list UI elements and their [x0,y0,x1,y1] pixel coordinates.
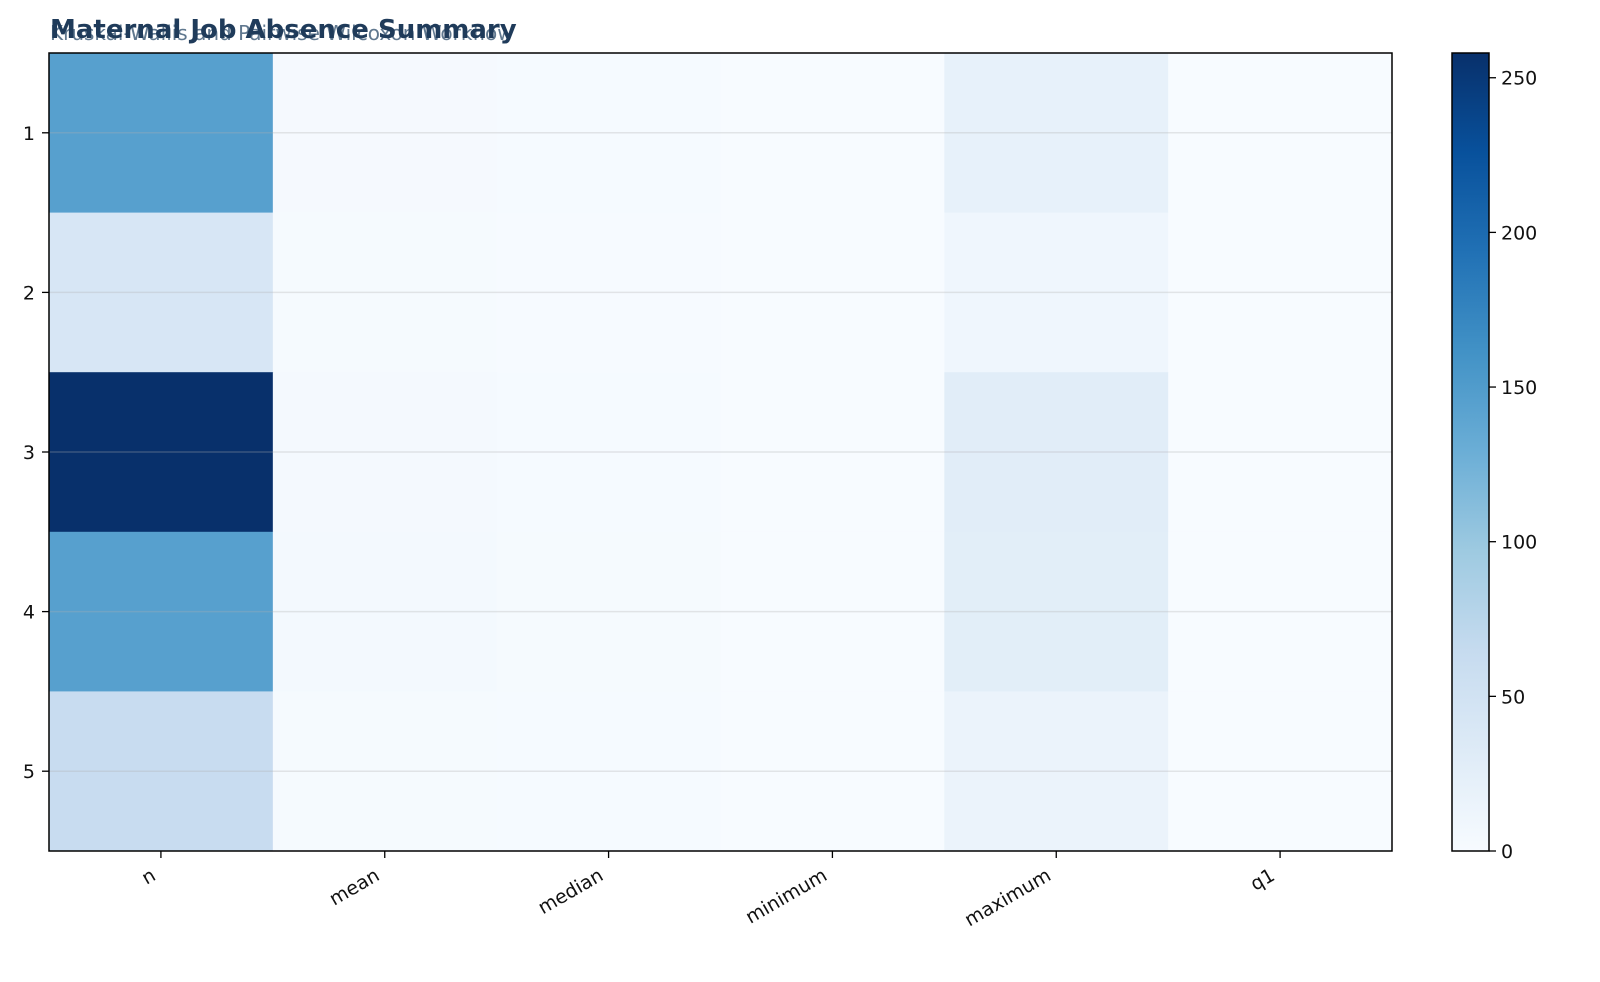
y-tick-label: 2 [23,282,35,304]
heatmap-cell [272,691,498,852]
heatmap-cell [272,212,498,373]
heatmap-cell [1168,53,1393,214]
heatmap-cell [49,212,274,373]
colorbar-axis: 0 50 100 150 200 250 [1489,68,1537,863]
heatmap-cell [1168,372,1393,533]
heatmap-cell [49,372,274,533]
heatmap-cell [944,372,1169,533]
y-tick-label: 5 [23,761,35,783]
heatmap-cell [272,372,498,533]
x-tick-label: mean [326,864,384,910]
x-tick-label: n [138,864,159,889]
colorbar-tick-label: 200 [1501,222,1537,244]
heatmap-cell [720,372,945,533]
y-tick-label: 3 [23,442,35,464]
heatmap-cell [720,212,945,373]
heatmap-cell [1168,531,1393,692]
heatmap-cell [49,531,274,692]
heatmap-cell [720,531,945,692]
heatmap-cell [49,691,274,852]
colorbar-tick-label: 100 [1501,532,1537,554]
heatmap-cell [944,691,1169,852]
heatmap-cell [496,212,721,373]
heatmap-cell [944,531,1169,692]
heatmap-cell [496,691,721,852]
heatmap-cell [496,531,721,692]
heatmap-cell [496,372,721,533]
chart-title: Maternal Job Absence Summary [50,15,517,45]
colorbar-tick-label: 250 [1501,68,1537,90]
y-tick-label: 4 [23,602,35,624]
heatmap-cells [49,53,1393,852]
x-tick-label: median [534,864,607,919]
x-tick-label: minimum [742,864,831,928]
colorbar [1451,52,1490,852]
heatmap-cell [944,53,1169,214]
heatmap-cell [1168,691,1393,852]
x-tick-label: maximum [961,864,1055,931]
heatmap-cell [944,212,1169,373]
heatmap-cell [272,53,498,214]
y-axis: 1 2 3 4 5 [23,123,49,783]
heatmap-cell [720,53,945,214]
colorbar-tick-label: 50 [1501,686,1525,708]
y-tick-label: 1 [23,123,35,145]
heatmap-cell [496,53,721,214]
heatmap-cell [720,691,945,852]
colorbar-tick-label: 150 [1501,377,1537,399]
heatmap-cell [49,53,274,214]
heatmap-cell [272,531,498,692]
colorbar-tick-label: 0 [1501,841,1513,863]
chart-subtitle: Kruskal-Wallis and Pairwise Wilcoxon Wor… [50,21,514,45]
grid-lines [49,132,1392,772]
heatmap-cell [1168,212,1393,373]
x-tick-label: q1 [1247,864,1279,895]
x-axis: n mean median minimum maximum q1 [138,851,1281,931]
